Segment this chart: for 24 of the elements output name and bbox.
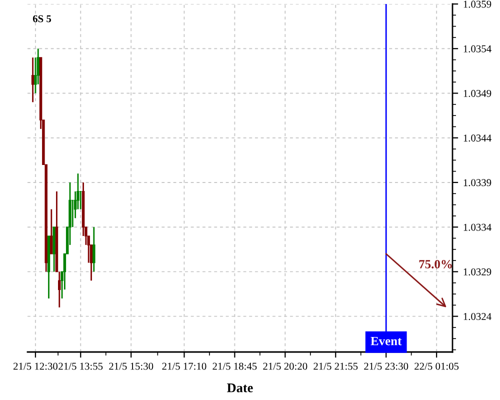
- x-tick-label: 21/5 12:30: [14, 362, 58, 370]
- y-tick-label: 1.0344: [464, 134, 492, 142]
- y-tick-label: 1.0359: [464, 0, 492, 8]
- x-tick-label: 21/5 23:30: [364, 362, 408, 370]
- y-tick-label: 1.0329: [464, 268, 492, 276]
- annotation: 75.0%: [419, 260, 452, 268]
- y-tick-label: 1.0354: [464, 45, 492, 52]
- x-tick-label: 21/5 18:45: [212, 362, 257, 370]
- candlestick: [31, 56, 34, 103]
- candlestick: [50, 208, 53, 255]
- x-tick-label: 21/5 21:55: [314, 362, 358, 370]
- x-tick-label: 22/5 01:05: [414, 362, 459, 370]
- x-tick-label: 21/5 17:10: [162, 362, 206, 370]
- y-tick-label: 1.0339: [464, 179, 492, 186]
- candlestick: [92, 226, 96, 272]
- x-axis-title: Date: [227, 383, 253, 392]
- y-tick-label: 1.0324: [464, 312, 492, 320]
- y-tick-label: 1.0334: [464, 224, 492, 231]
- x-tick-label: 21/5 20:20: [263, 362, 308, 370]
- text: 6S 5: [32, 15, 52, 22]
- x-tick-label: 21/5 15:30: [109, 362, 154, 370]
- ref-line-label: Event: [370, 336, 402, 346]
- x-tick-label: 21/5 13:55: [58, 362, 103, 370]
- y-tick-label: 1.0349: [464, 90, 492, 97]
